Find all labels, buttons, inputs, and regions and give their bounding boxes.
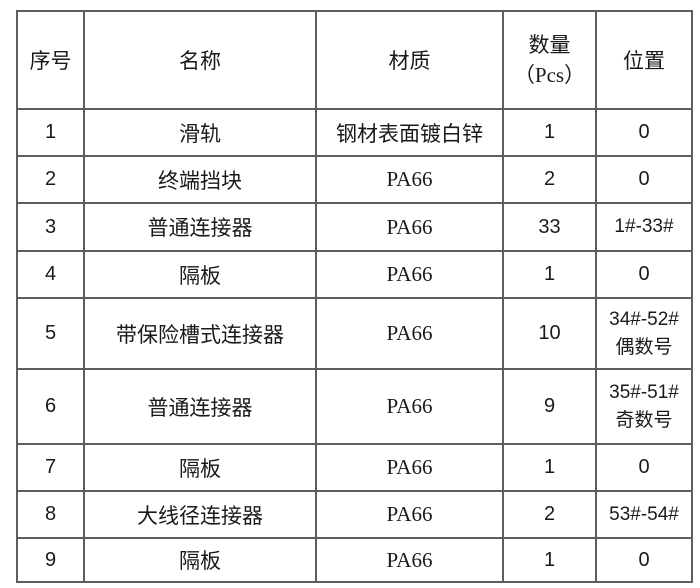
cell-position: 0 bbox=[595, 108, 693, 157]
cell-position: 0 bbox=[595, 250, 693, 299]
col-header-material: 材质 bbox=[315, 10, 504, 110]
cell-qty: 2 bbox=[502, 490, 597, 539]
table-row: 3 普通连接器 PA66 33 1#-33# bbox=[16, 202, 693, 252]
table-row: 7 隔板 PA66 1 0 bbox=[16, 443, 693, 492]
cell-name: 带保险槽式连接器 bbox=[83, 297, 317, 370]
col-header-position: 位置 bbox=[595, 10, 693, 110]
cell-index: 7 bbox=[16, 443, 85, 492]
cell-index: 6 bbox=[16, 368, 85, 445]
col-header-index: 序号 bbox=[16, 10, 85, 110]
cell-position: 34#-52# 偶数号 bbox=[595, 297, 693, 370]
cell-index: 8 bbox=[16, 490, 85, 539]
cell-material: PA66 bbox=[315, 368, 504, 445]
cell-qty: 33 bbox=[502, 202, 597, 252]
cell-material: PA66 bbox=[315, 155, 504, 204]
cell-index: 1 bbox=[16, 108, 85, 157]
cell-name: 隔板 bbox=[83, 443, 317, 492]
cell-material: PA66 bbox=[315, 250, 504, 299]
cell-qty: 1 bbox=[502, 537, 597, 583]
cell-name: 大线径连接器 bbox=[83, 490, 317, 539]
cell-material: PA66 bbox=[315, 297, 504, 370]
bom-table: 序号 名称 材质 数量 （Pcs） 位置 1 滑轨 钢材表面镀白锌 1 0 2 … bbox=[16, 10, 693, 583]
cell-index: 9 bbox=[16, 537, 85, 583]
cell-qty: 1 bbox=[502, 250, 597, 299]
cell-position: 35#-51# 奇数号 bbox=[595, 368, 693, 445]
cell-name: 终端挡块 bbox=[83, 155, 317, 204]
table-row: 4 隔板 PA66 1 0 bbox=[16, 250, 693, 299]
table-row: 2 终端挡块 PA66 2 0 bbox=[16, 155, 693, 204]
header-row: 序号 名称 材质 数量 （Pcs） 位置 bbox=[16, 10, 693, 110]
cell-position: 0 bbox=[595, 155, 693, 204]
cell-position: 0 bbox=[595, 443, 693, 492]
cell-qty: 9 bbox=[502, 368, 597, 445]
cell-qty: 1 bbox=[502, 108, 597, 157]
col-header-name: 名称 bbox=[83, 10, 317, 110]
cell-name: 隔板 bbox=[83, 250, 317, 299]
cell-name: 普通连接器 bbox=[83, 368, 317, 445]
table-row: 6 普通连接器 PA66 9 35#-51# 奇数号 bbox=[16, 368, 693, 445]
table-header: 序号 名称 材质 数量 （Pcs） 位置 bbox=[16, 10, 693, 110]
cell-index: 3 bbox=[16, 202, 85, 252]
table-row: 8 大线径连接器 PA66 2 53#-54# bbox=[16, 490, 693, 539]
cell-position: 53#-54# bbox=[595, 490, 693, 539]
cell-position: 1#-33# bbox=[595, 202, 693, 252]
table-row: 5 带保险槽式连接器 PA66 10 34#-52# 偶数号 bbox=[16, 297, 693, 370]
col-header-qty: 数量 （Pcs） bbox=[502, 10, 597, 110]
cell-qty: 10 bbox=[502, 297, 597, 370]
cell-material: PA66 bbox=[315, 537, 504, 583]
cell-material: PA66 bbox=[315, 443, 504, 492]
cell-material: PA66 bbox=[315, 202, 504, 252]
cell-qty: 2 bbox=[502, 155, 597, 204]
cell-name: 隔板 bbox=[83, 537, 317, 583]
cell-material: PA66 bbox=[315, 490, 504, 539]
table-body: 1 滑轨 钢材表面镀白锌 1 0 2 终端挡块 PA66 2 0 3 普通连接器… bbox=[16, 108, 693, 583]
table-row: 1 滑轨 钢材表面镀白锌 1 0 bbox=[16, 108, 693, 157]
table-row: 9 隔板 PA66 1 0 bbox=[16, 537, 693, 583]
cell-material: 钢材表面镀白锌 bbox=[315, 108, 504, 157]
cell-index: 4 bbox=[16, 250, 85, 299]
cell-qty: 1 bbox=[502, 443, 597, 492]
cell-position: 0 bbox=[595, 537, 693, 583]
cell-name: 普通连接器 bbox=[83, 202, 317, 252]
cell-index: 2 bbox=[16, 155, 85, 204]
cell-name: 滑轨 bbox=[83, 108, 317, 157]
cell-index: 5 bbox=[16, 297, 85, 370]
